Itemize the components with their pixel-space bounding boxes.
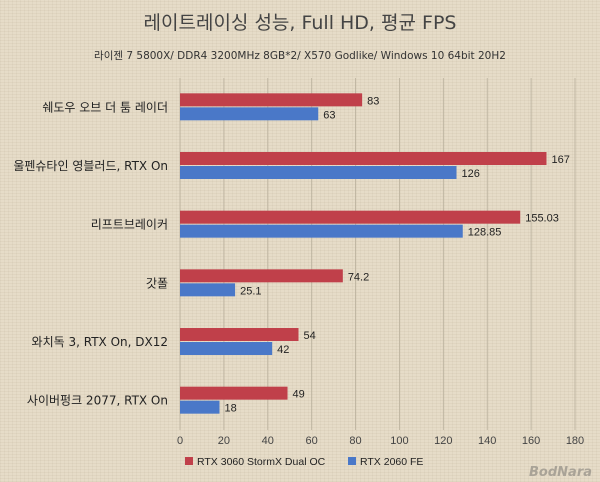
category-label: 울펜슈타인 영블러드, RTX On (13, 159, 168, 173)
bar (180, 93, 363, 107)
category-label: 리프트브레이커 (91, 218, 168, 232)
bar-value-label: 126 (462, 168, 480, 180)
bar (180, 386, 288, 400)
bar-value-label: 74.2 (348, 271, 369, 283)
legend-swatch (185, 457, 193, 465)
x-tick-label: 80 (349, 435, 361, 447)
bar (180, 152, 547, 165)
x-tick-label: 60 (306, 435, 318, 447)
bar-value-label: 18 (225, 403, 237, 415)
x-tick-label: 20 (218, 435, 230, 447)
labels-layer: 0 20 40 60 80 100 120 140 160 180 쉐도우 오브 더 툼 레이더 83… (13, 95, 584, 447)
category-label: 와치독 3, RTX On, DX12 (32, 335, 168, 349)
category-label: 쉐도우 오브 더 툼 레이더 (42, 100, 168, 114)
bar (180, 166, 457, 179)
legend-swatch (348, 457, 356, 465)
x-tick-label: 100 (390, 435, 408, 447)
bar (180, 400, 220, 414)
category-label: 사이버펑크 2077, RTX On (27, 394, 168, 408)
legend-label: RTX 2060 FE (360, 456, 423, 468)
bar (180, 224, 463, 238)
legend-label: RTX 3060 StormX Dual OC (197, 456, 326, 468)
bar-value-label: 42 (277, 344, 289, 356)
bar (180, 269, 343, 283)
bar (180, 107, 319, 121)
bar-value-label: 54 (304, 330, 316, 342)
bar (180, 328, 299, 341)
bar-value-label: 49 (293, 389, 305, 401)
x-tick-label: 0 (177, 435, 183, 447)
bar-value-label: 25.1 (240, 285, 261, 297)
watermark-logo: BodNara (529, 465, 592, 480)
x-tick-label: 140 (478, 435, 496, 447)
gridlines (179, 78, 576, 430)
bar (180, 210, 521, 224)
x-tick-label: 120 (434, 435, 452, 447)
category-label: 갓폴 (146, 276, 168, 290)
bar-value-label: 83 (367, 95, 379, 107)
bar-value-label: 167 (551, 154, 569, 166)
bar-value-label: 63 (323, 109, 335, 121)
x-tick-label: 160 (522, 435, 540, 447)
chart-title: 레이트레이싱 성능, Full HD, 평균 FPS (144, 12, 457, 34)
x-tick-label: 40 (262, 435, 274, 447)
bar-value-label: 128.85 (468, 227, 502, 239)
bar (180, 283, 236, 297)
bars-layer (180, 93, 547, 414)
x-tick-label: 180 (566, 435, 584, 447)
chart-subtitle: 라이젠 7 5800X/ DDR4 3200MHz 8GB*2/ X570 Go… (94, 50, 506, 62)
legend: RTX 3060 StormX Dual OC RTX 2060 FE (185, 456, 423, 468)
bar (180, 342, 273, 355)
bar-value-label: 155.03 (525, 213, 559, 225)
